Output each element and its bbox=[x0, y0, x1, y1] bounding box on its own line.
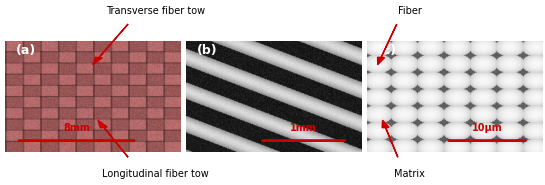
Text: 10μm: 10μm bbox=[471, 123, 502, 133]
Text: (a): (a) bbox=[16, 44, 36, 57]
Text: 8mm: 8mm bbox=[63, 123, 90, 133]
Text: Transverse fiber tow: Transverse fiber tow bbox=[106, 6, 205, 16]
Text: Fiber: Fiber bbox=[398, 6, 422, 16]
Text: Longitudinal fiber tow: Longitudinal fiber tow bbox=[102, 169, 209, 179]
Text: (c): (c) bbox=[378, 44, 397, 57]
Text: Matrix: Matrix bbox=[395, 169, 425, 179]
Text: (b): (b) bbox=[197, 44, 217, 57]
Text: 1mm: 1mm bbox=[290, 123, 317, 133]
